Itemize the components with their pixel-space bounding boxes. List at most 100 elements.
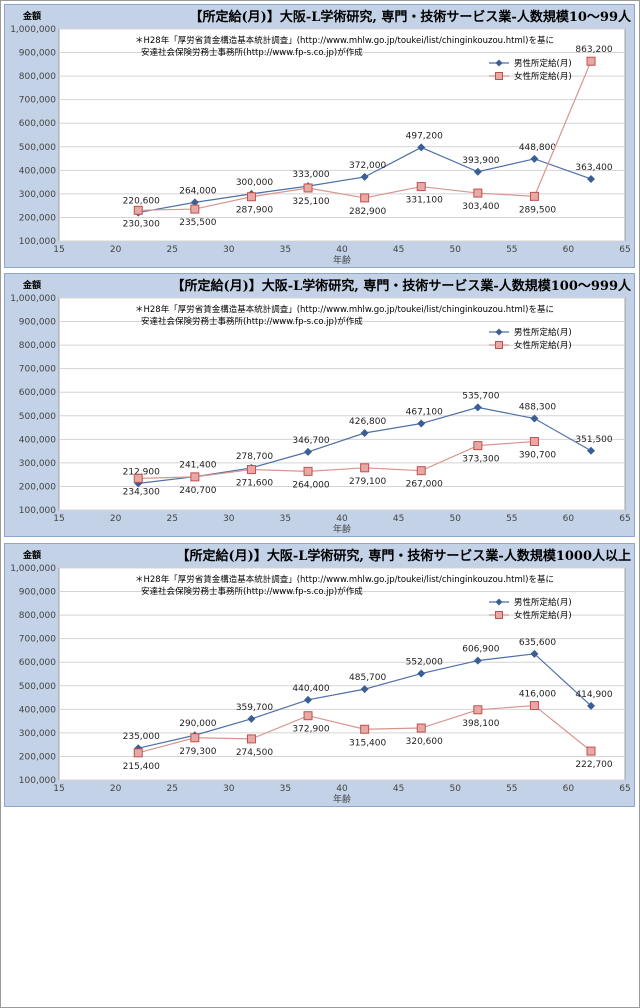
data-label: 448,800 xyxy=(519,143,556,153)
data-label: 372,000 xyxy=(349,161,386,171)
data-label: 426,800 xyxy=(349,417,386,427)
data-point-female xyxy=(303,466,313,476)
data-point-male xyxy=(587,701,596,710)
legend-marker-female xyxy=(495,341,503,349)
x-tick-label: 20 xyxy=(110,514,122,524)
y-tick-label: 900,000 xyxy=(19,588,56,598)
data-point-female xyxy=(133,473,143,483)
y-tick-label: 100,000 xyxy=(19,237,56,247)
y-tick-label: 900,000 xyxy=(19,318,56,328)
x-tick-label: 40 xyxy=(336,245,348,255)
data-label: 264,000 xyxy=(292,480,329,490)
data-label: 241,400 xyxy=(179,461,216,471)
legend-label: 男性所定給(月) xyxy=(514,597,572,608)
legend-marker-male xyxy=(495,328,503,336)
y-tick-label: 500,000 xyxy=(19,682,56,692)
data-point-female xyxy=(586,746,596,756)
plot-area xyxy=(58,28,626,242)
legend-marker-female xyxy=(495,72,503,80)
chart-panel-medium: 100,000 200,000 300,000 400,000 500,000 600,0… xyxy=(4,273,635,537)
data-point-female xyxy=(473,705,483,715)
data-point-male xyxy=(417,419,426,428)
data-label: 279,300 xyxy=(179,747,216,757)
x-tick-label: 45 xyxy=(393,245,404,255)
y-tick-label: 600,000 xyxy=(19,119,56,129)
data-point-female xyxy=(416,182,426,192)
y-tick-label: 600,000 xyxy=(19,658,56,668)
data-label: 635,600 xyxy=(519,638,556,648)
data-point-male xyxy=(417,143,426,152)
x-tick-label: 25 xyxy=(166,514,177,524)
data-label: 240,700 xyxy=(179,486,216,496)
y-tick-label: 400,000 xyxy=(19,166,56,176)
legend-label: 女性所定給(月) xyxy=(514,610,572,621)
data-label: 393,900 xyxy=(462,156,499,166)
source-note: 安達社会保険労務士事務所(http://www.fp-s.co.jp)が作成 xyxy=(141,47,363,58)
data-point-female xyxy=(190,472,200,482)
x-axis-title: 年齢 xyxy=(333,793,351,805)
data-point-male xyxy=(360,429,369,438)
data-label: 331,100 xyxy=(406,196,443,206)
chart-panel-small: 100,000 200,000 300,000 400,000 500,000 600,0… xyxy=(4,4,635,268)
source-note: ＊H28年「厚労省賃金構造基本統計調査」(http://www.mhlw.go.… xyxy=(135,304,554,315)
data-point-female xyxy=(133,205,143,215)
x-tick-label: 35 xyxy=(280,514,291,524)
data-point-female xyxy=(246,734,256,744)
chart-title: 【所定給(月)】大阪-L学術研究, 専門・技術サービス業-人数規模100〜999… xyxy=(171,278,632,294)
data-label: 278,700 xyxy=(236,452,273,462)
y-tick-label: 100,000 xyxy=(19,776,56,786)
y-tick-label: 800,000 xyxy=(19,611,56,621)
x-tick-label: 45 xyxy=(393,514,404,524)
source-note: ＊H28年「厚労省賃金構造基本統計調査」(http://www.mhlw.go.… xyxy=(135,35,554,46)
chart-svg-small: 100,000 200,000 300,000 400,000 500,000 600,0… xyxy=(10,9,632,266)
data-label: 414,900 xyxy=(575,690,612,700)
data-label: 279,100 xyxy=(349,477,386,487)
data-point-female xyxy=(416,466,426,476)
data-point-male xyxy=(247,714,256,723)
y-tick-label: 600,000 xyxy=(19,388,56,398)
legend-marker-male xyxy=(495,598,503,606)
data-label: 274,500 xyxy=(236,748,273,758)
chart-title: 【所定給(月)】大阪-L学術研究, 専門・技術サービス業-人数規模10〜99人 xyxy=(190,9,632,25)
plot-area xyxy=(58,297,626,511)
data-label: 363,400 xyxy=(575,163,612,173)
series-line-female xyxy=(138,440,535,479)
x-axis-title: 年齢 xyxy=(333,523,351,535)
x-tick-label: 40 xyxy=(336,784,348,794)
data-label: 351,500 xyxy=(575,435,612,445)
x-tick-label: 65 xyxy=(619,784,630,794)
data-label: 535,700 xyxy=(462,391,499,401)
data-label: 315,400 xyxy=(349,738,386,748)
x-tick-label: 60 xyxy=(563,784,575,794)
y-tick-label: 800,000 xyxy=(19,72,56,82)
y-tick-label: 300,000 xyxy=(19,190,56,200)
x-tick-label: 55 xyxy=(506,514,517,524)
data-point-male xyxy=(134,744,143,753)
data-point-female xyxy=(360,463,370,473)
data-point-male xyxy=(530,154,539,163)
data-label: 359,700 xyxy=(236,703,273,713)
y-axis-title: 金額 xyxy=(22,279,41,291)
data-label: 485,700 xyxy=(349,673,386,683)
y-tick-label: 700,000 xyxy=(19,96,56,106)
data-point-female xyxy=(360,193,370,203)
x-tick-label: 65 xyxy=(619,245,630,255)
y-tick-label: 200,000 xyxy=(19,213,56,223)
data-label: 497,200 xyxy=(406,131,443,141)
data-point-male xyxy=(473,167,482,176)
x-tick-label: 55 xyxy=(506,784,517,794)
data-label: 289,500 xyxy=(519,205,556,215)
data-point-female xyxy=(529,437,539,447)
data-label: 235,000 xyxy=(123,732,160,742)
legend-label: 男性所定給(月) xyxy=(514,327,572,338)
data-label: 222,700 xyxy=(575,760,612,770)
data-label: 333,000 xyxy=(292,170,329,180)
data-label: 416,000 xyxy=(519,690,556,700)
legend-label: 男性所定給(月) xyxy=(514,58,572,69)
data-point-male xyxy=(304,695,313,704)
x-tick-label: 20 xyxy=(110,784,122,794)
x-tick-label: 50 xyxy=(449,245,461,255)
data-label: 264,000 xyxy=(179,186,216,196)
x-tick-label: 55 xyxy=(506,245,517,255)
x-tick-label: 40 xyxy=(336,514,348,524)
